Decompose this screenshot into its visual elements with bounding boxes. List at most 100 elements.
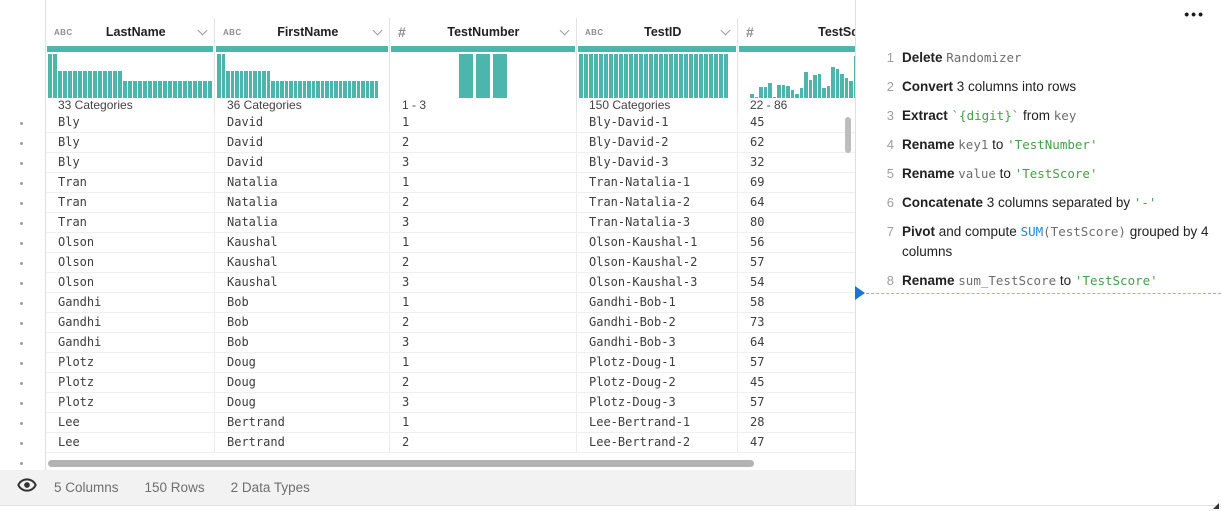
cell[interactable]: Natalia [215, 193, 390, 212]
cell[interactable]: Tran-Natalia-3 [577, 213, 738, 232]
histogram-bar[interactable] [781, 85, 785, 98]
histogram-bar[interactable] [365, 81, 369, 98]
histogram-bar[interactable] [138, 81, 142, 98]
histogram-bar[interactable] [343, 81, 347, 98]
cell[interactable]: Doug [215, 373, 390, 392]
resize-handle-icon[interactable] [1213, 503, 1219, 509]
cell[interactable]: Natalia [215, 213, 390, 232]
cell[interactable]: Tran [46, 213, 215, 232]
histogram-bar[interactable] [143, 81, 147, 98]
histogram-bar[interactable] [253, 71, 257, 98]
histogram-bar[interactable] [589, 54, 593, 98]
histogram-bar[interactable] [853, 56, 855, 98]
histogram-bar[interactable] [370, 81, 374, 98]
recipe-step[interactable]: 5 Rename value to 'TestScore' [878, 164, 1211, 184]
histogram-bar[interactable] [849, 81, 853, 98]
histogram-bar[interactable] [790, 90, 794, 98]
horizontal-scrollbar-thumb[interactable] [48, 460, 754, 467]
histogram-bar[interactable] [724, 54, 728, 98]
cell[interactable]: 32 [738, 153, 855, 172]
histogram-bar[interactable] [83, 71, 87, 98]
histogram-bar[interactable] [68, 71, 72, 98]
histogram-bar[interactable] [230, 71, 234, 98]
chevron-down-icon[interactable] [372, 25, 383, 35]
histogram-bar[interactable] [709, 54, 713, 98]
cell[interactable]: Tran-Natalia-2 [577, 193, 738, 212]
histogram-bar[interactable] [148, 81, 152, 98]
histogram-bar[interactable] [128, 81, 132, 98]
cell[interactable]: Doug [215, 393, 390, 412]
chevron-down-icon[interactable] [559, 25, 570, 35]
cell[interactable]: 1 [390, 173, 577, 192]
cell[interactable]: Gandhi [46, 313, 215, 332]
histogram-bar[interactable] [48, 54, 52, 98]
histogram-bar[interactable] [133, 81, 137, 98]
histogram-bar[interactable] [644, 54, 648, 98]
histogram-bar[interactable] [293, 81, 297, 98]
cell[interactable]: Bob [215, 333, 390, 352]
cell[interactable]: Gandhi [46, 293, 215, 312]
histogram-bar[interactable] [594, 54, 598, 98]
cell[interactable]: Bertrand [215, 413, 390, 432]
histogram-bar[interactable] [153, 81, 157, 98]
histogram-bar[interactable] [699, 54, 703, 98]
histogram-bar[interactable] [619, 54, 623, 98]
cell[interactable]: 64 [738, 193, 855, 212]
histogram-bar[interactable] [361, 81, 365, 98]
quality-bar[interactable] [391, 46, 575, 52]
recipe-step[interactable]: 2 Convert 3 columns into rows [878, 77, 1211, 97]
cell[interactable]: Lee [46, 433, 215, 452]
histogram-bar[interactable] [53, 54, 57, 98]
cell[interactable]: 57 [738, 393, 855, 412]
cell[interactable]: Gandhi-Bob-3 [577, 333, 738, 352]
quality-bar[interactable] [739, 46, 855, 52]
histogram-bar[interactable] [334, 81, 338, 98]
histogram-bar[interactable] [118, 71, 122, 98]
histogram-bar[interactable] [271, 81, 275, 98]
cell[interactable]: Bly-David-2 [577, 133, 738, 152]
cell[interactable]: 73 [738, 313, 855, 332]
histogram-bar[interactable] [307, 81, 311, 98]
histogram-bar[interactable] [163, 81, 167, 98]
histogram-bar[interactable] [108, 71, 112, 98]
histogram-bar[interactable] [173, 81, 177, 98]
column-header[interactable]: # TestNumber [390, 18, 576, 46]
histogram-bar[interactable] [813, 75, 817, 98]
histogram-bar[interactable] [763, 87, 767, 98]
cell[interactable]: Plotz-Doug-2 [577, 373, 738, 392]
histogram-bar[interactable] [835, 69, 839, 98]
histogram-bar[interactable] [831, 67, 835, 98]
histogram-bar[interactable] [799, 88, 803, 98]
histogram-bar[interactable] [244, 71, 248, 98]
cell[interactable]: Kaushal [215, 233, 390, 252]
histogram-bar[interactable] [584, 54, 588, 98]
cell[interactable]: Bly [46, 153, 215, 172]
vertical-scrollbar-thumb[interactable] [845, 117, 851, 153]
histogram-bar[interactable] [659, 54, 663, 98]
histogram-bar[interactable] [840, 74, 844, 98]
cell[interactable]: 3 [390, 333, 577, 352]
histogram-bar[interactable] [768, 83, 772, 98]
recipe-step[interactable]: 4 Rename key1 to 'TestNumber' [878, 135, 1211, 155]
recipe-step[interactable]: 1 Delete Randomizer [878, 48, 1211, 68]
chevron-down-icon[interactable] [720, 25, 731, 35]
histogram-bar[interactable] [476, 54, 490, 98]
cell[interactable]: 1 [390, 113, 577, 132]
cell[interactable]: 3 [390, 153, 577, 172]
column-header[interactable]: ABC FirstName [215, 18, 389, 46]
histogram-bar[interactable] [73, 71, 77, 98]
column-header[interactable]: # TestScore [738, 18, 855, 46]
cell[interactable]: Bly [46, 113, 215, 132]
histogram-bar[interactable] [826, 86, 830, 98]
histogram-bar[interactable] [329, 81, 333, 98]
histogram-bar[interactable] [347, 81, 351, 98]
histogram-bar[interactable] [579, 54, 583, 98]
histogram-bar[interactable] [679, 54, 683, 98]
cell[interactable]: 69 [738, 173, 855, 192]
quality-bar[interactable] [578, 46, 736, 52]
cell[interactable]: Olson [46, 233, 215, 252]
cell[interactable]: David [215, 153, 390, 172]
histogram-bar[interactable] [629, 54, 633, 98]
histogram-bar[interactable] [302, 81, 306, 98]
histogram-bar[interactable] [684, 54, 688, 98]
